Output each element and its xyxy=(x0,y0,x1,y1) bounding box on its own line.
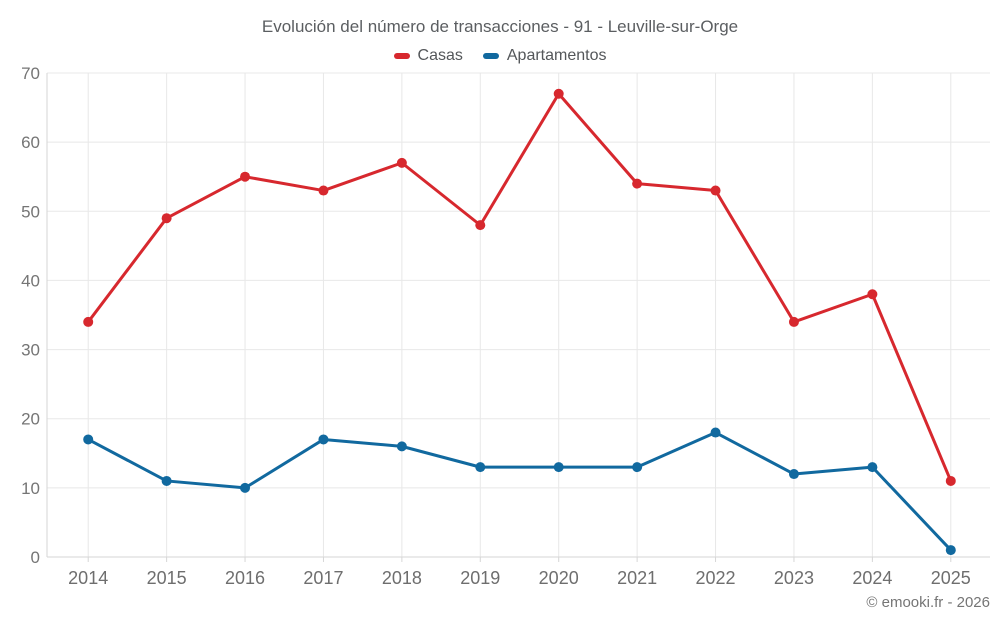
chart-legend: Casas Apartamentos xyxy=(0,47,1000,65)
casas-point-2023 xyxy=(788,316,799,327)
legend-label-apartamentos: Apartamentos xyxy=(506,47,607,64)
casas-point-2021 xyxy=(632,178,643,189)
x-axis-year-label: 2019 xyxy=(460,568,500,588)
apartamentos-point-2025 xyxy=(945,545,956,556)
chart-title: Evolución del número de transacciones - … xyxy=(261,17,739,36)
casas-point-2015 xyxy=(161,213,172,224)
copyright-credit: © emooki.fr - 2026 xyxy=(866,594,990,611)
apartamentos-point-2015 xyxy=(161,475,172,486)
x-axis-year-label: 2015 xyxy=(147,568,187,588)
x-axis-year-label: 2024 xyxy=(852,568,892,588)
casas-point-2025 xyxy=(945,475,956,486)
y-axis-tick-label: 60 xyxy=(21,133,40,152)
x-axis-year-label: 2025 xyxy=(931,568,971,588)
x-axis-year-label: 2021 xyxy=(617,568,657,588)
apartamentos-point-2022 xyxy=(710,427,721,438)
y-axis-tick-label: 30 xyxy=(21,341,40,360)
x-axis-year-label: 2017 xyxy=(303,568,343,588)
casas-point-2017 xyxy=(318,185,329,196)
apartamentos-point-2016 xyxy=(240,482,251,493)
apartamentos-point-2024 xyxy=(867,462,878,473)
casas-point-2022 xyxy=(710,185,721,196)
legend-item-apartamentos[interactable]: Apartamentos xyxy=(482,47,607,65)
y-axis-tick-label: 0 xyxy=(31,548,40,567)
x-axis-year-label: 2023 xyxy=(774,568,814,588)
apartamentos-point-2019 xyxy=(475,462,486,473)
y-axis-tick-label: 10 xyxy=(21,479,40,498)
legend-label-casas: Casas xyxy=(417,47,463,64)
casas-point-2014 xyxy=(83,316,94,327)
legend-item-casas[interactable]: Casas xyxy=(393,47,463,65)
y-axis-tick-label: 40 xyxy=(21,271,40,290)
apartamentos-swatch-icon xyxy=(482,53,499,59)
casas-point-2018 xyxy=(396,157,407,168)
y-axis-tick-label: 70 xyxy=(21,64,40,83)
x-axis-year-label: 2018 xyxy=(382,568,422,588)
x-axis-year-label: 2020 xyxy=(539,568,579,588)
y-axis-tick-label: 20 xyxy=(21,410,40,429)
casas-point-2019 xyxy=(475,220,486,231)
apartamentos-line xyxy=(86,431,953,552)
apartamentos-point-2018 xyxy=(396,441,407,452)
casas-line xyxy=(86,92,953,483)
apartamentos-point-2023 xyxy=(788,469,799,480)
casas-point-2020 xyxy=(553,88,564,99)
apartamentos-point-2021 xyxy=(632,462,643,473)
y-axis-tick-label: 50 xyxy=(21,202,40,221)
x-axis-year-label: 2016 xyxy=(225,568,265,588)
apartamentos-point-2014 xyxy=(83,434,94,445)
apartamentos-point-2020 xyxy=(553,462,564,473)
casas-swatch-icon xyxy=(393,53,410,59)
x-axis-year-label: 2022 xyxy=(696,568,736,588)
casas-point-2016 xyxy=(240,171,251,182)
x-axis-year-label: 2014 xyxy=(68,568,108,588)
apartamentos-point-2017 xyxy=(318,434,329,445)
casas-point-2024 xyxy=(867,289,878,300)
